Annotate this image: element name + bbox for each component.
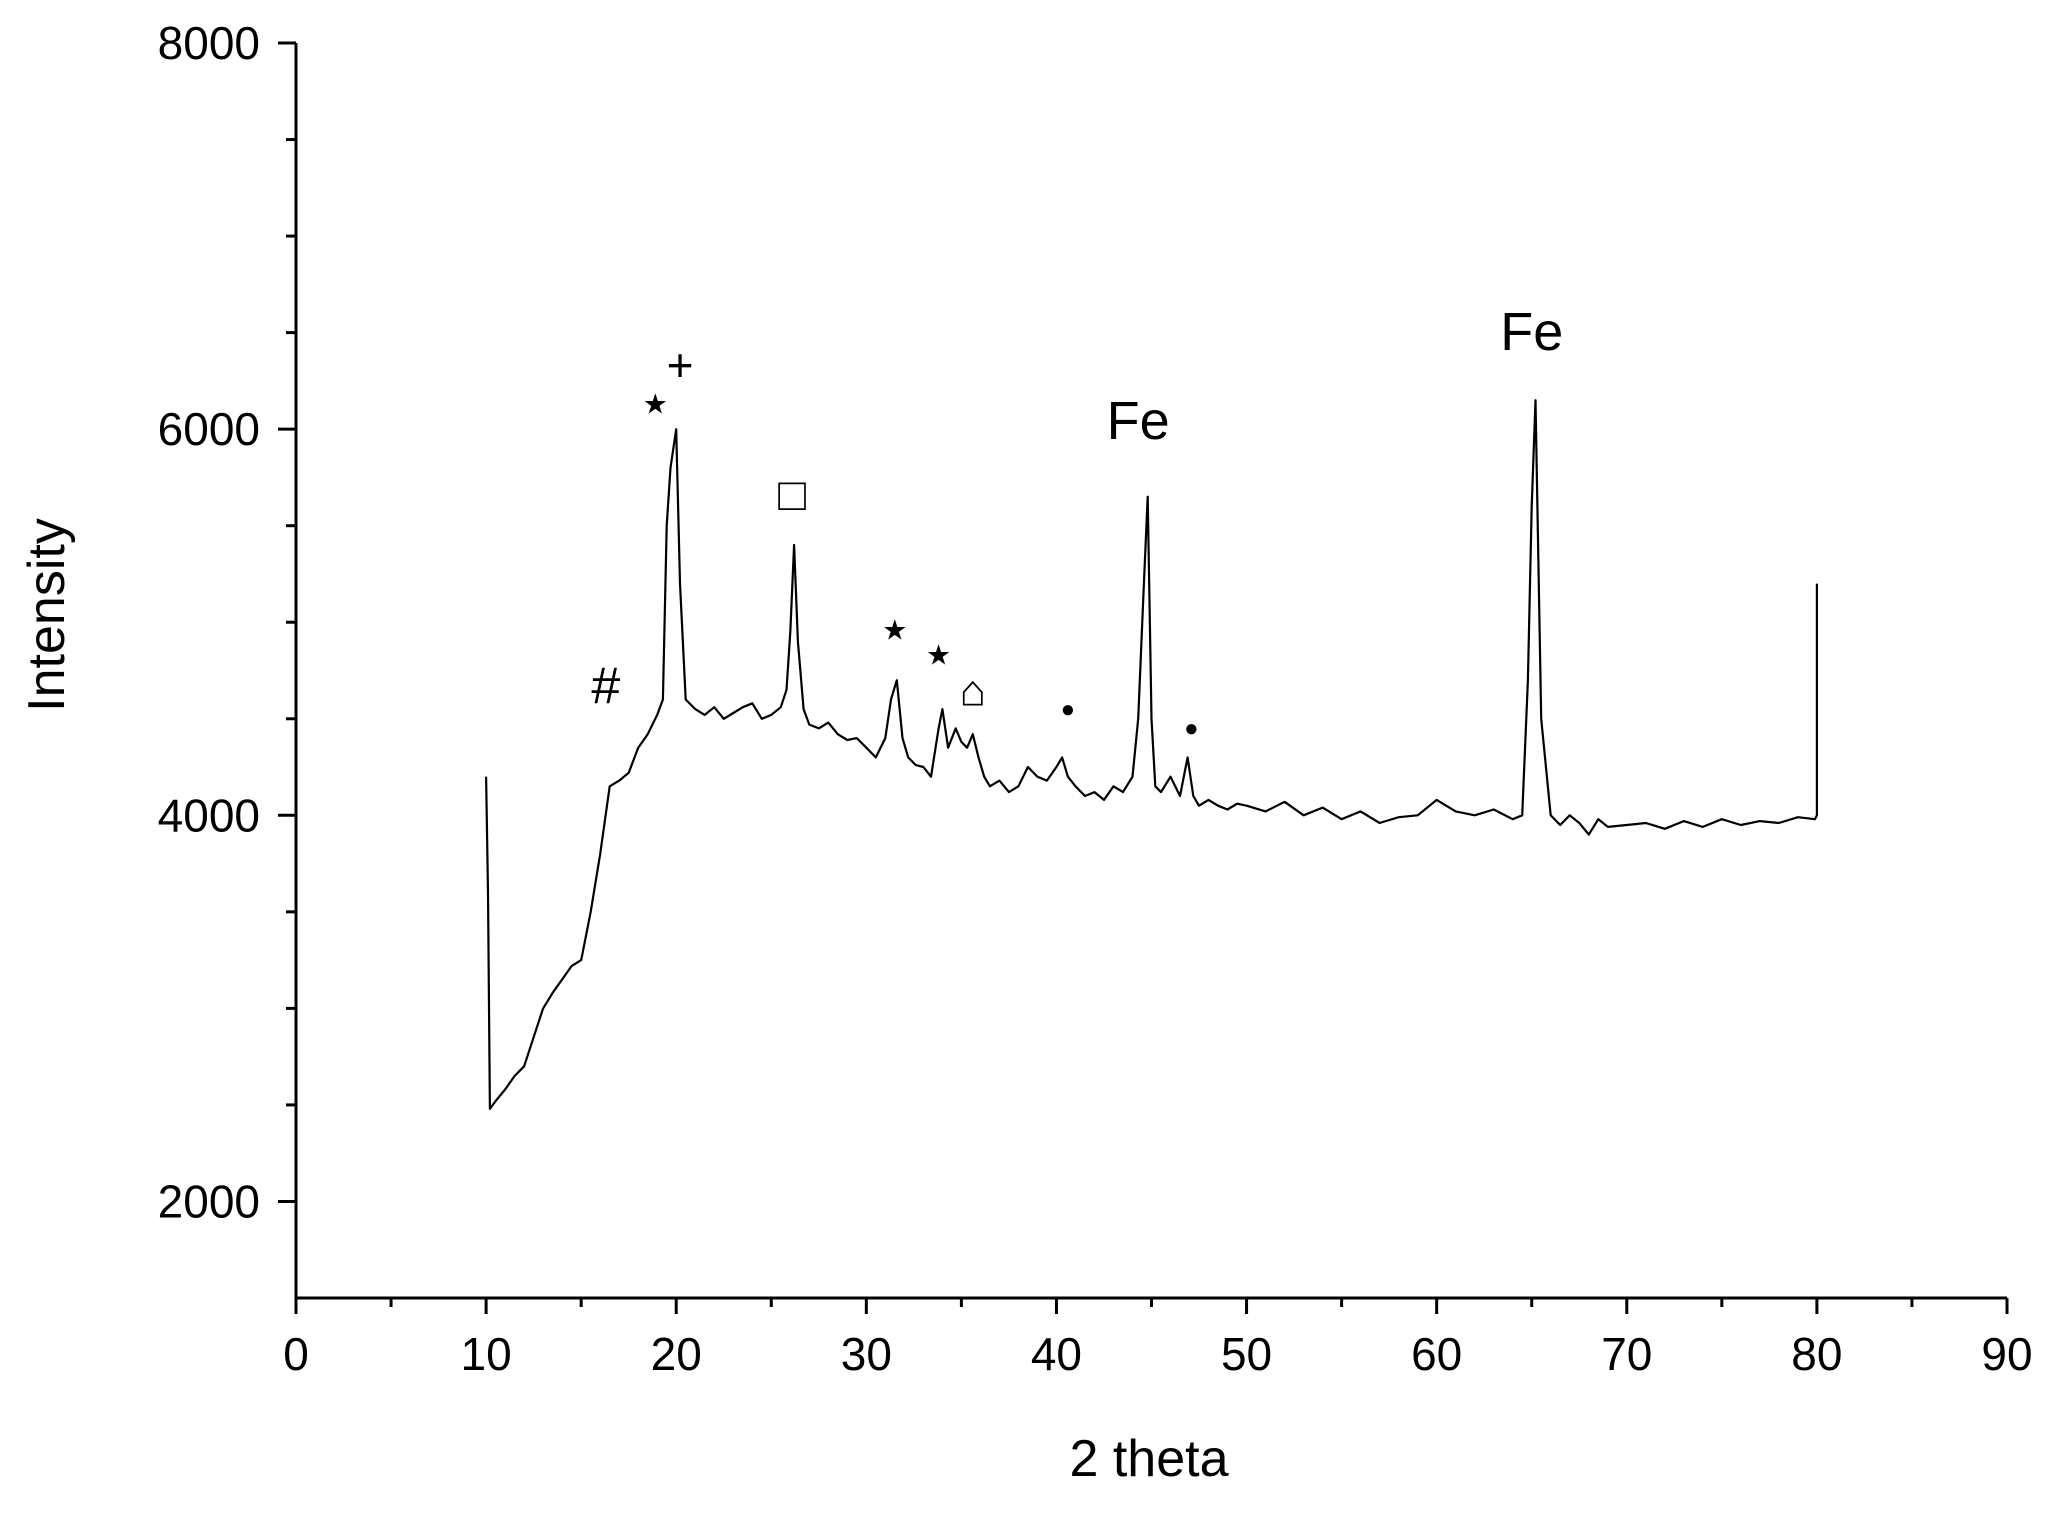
y-tick-label: 6000 xyxy=(158,403,260,455)
peak-annotation: + xyxy=(667,339,694,391)
axis-ticks xyxy=(278,41,2009,1314)
x-tick-label: 30 xyxy=(841,1328,892,1380)
series-group xyxy=(485,399,1819,1110)
x-tick-label: 20 xyxy=(651,1328,702,1380)
y-tick-label: 4000 xyxy=(158,789,260,841)
peak-annotation: □ xyxy=(778,468,806,520)
y-tick-label: 2000 xyxy=(158,1175,260,1227)
peak-annotation: # xyxy=(591,657,620,715)
x-tick-label: 90 xyxy=(1981,1328,2032,1380)
peak-annotation: ★ xyxy=(643,389,668,420)
x-axis-title: 2 theta xyxy=(1069,1430,1228,1488)
peak-annotation: ● xyxy=(1061,696,1076,723)
peak-annotation: Fe xyxy=(1500,302,1563,362)
x-tick-label: 10 xyxy=(461,1328,512,1380)
peak-annotation: ⌂ xyxy=(960,666,987,715)
series-line xyxy=(485,399,1819,1110)
x-tick-label: 0 xyxy=(283,1328,309,1380)
peak-annotation: Fe xyxy=(1107,391,1170,451)
y-tick-label: 8000 xyxy=(158,17,260,69)
x-tick-label: 80 xyxy=(1791,1328,1842,1380)
x-tick-label: 60 xyxy=(1411,1328,1462,1380)
peak-annotations: #★+□★★⌂ ●Fe●Fe xyxy=(591,302,1563,742)
peak-annotation: ● xyxy=(1184,715,1199,742)
x-tick-label: 50 xyxy=(1221,1328,1272,1380)
x-tick-label: 40 xyxy=(1031,1328,1082,1380)
peak-annotation: ★ xyxy=(882,615,907,646)
peak-annotation: ★ xyxy=(926,640,951,671)
axis-tick-labels: 0 10 20 30 40 50 60 70 80 90 2000 4000 6000 8000 xyxy=(158,17,2033,1380)
x-tick-label: 70 xyxy=(1601,1328,1652,1380)
y-axis-title: Intensity xyxy=(18,518,76,712)
